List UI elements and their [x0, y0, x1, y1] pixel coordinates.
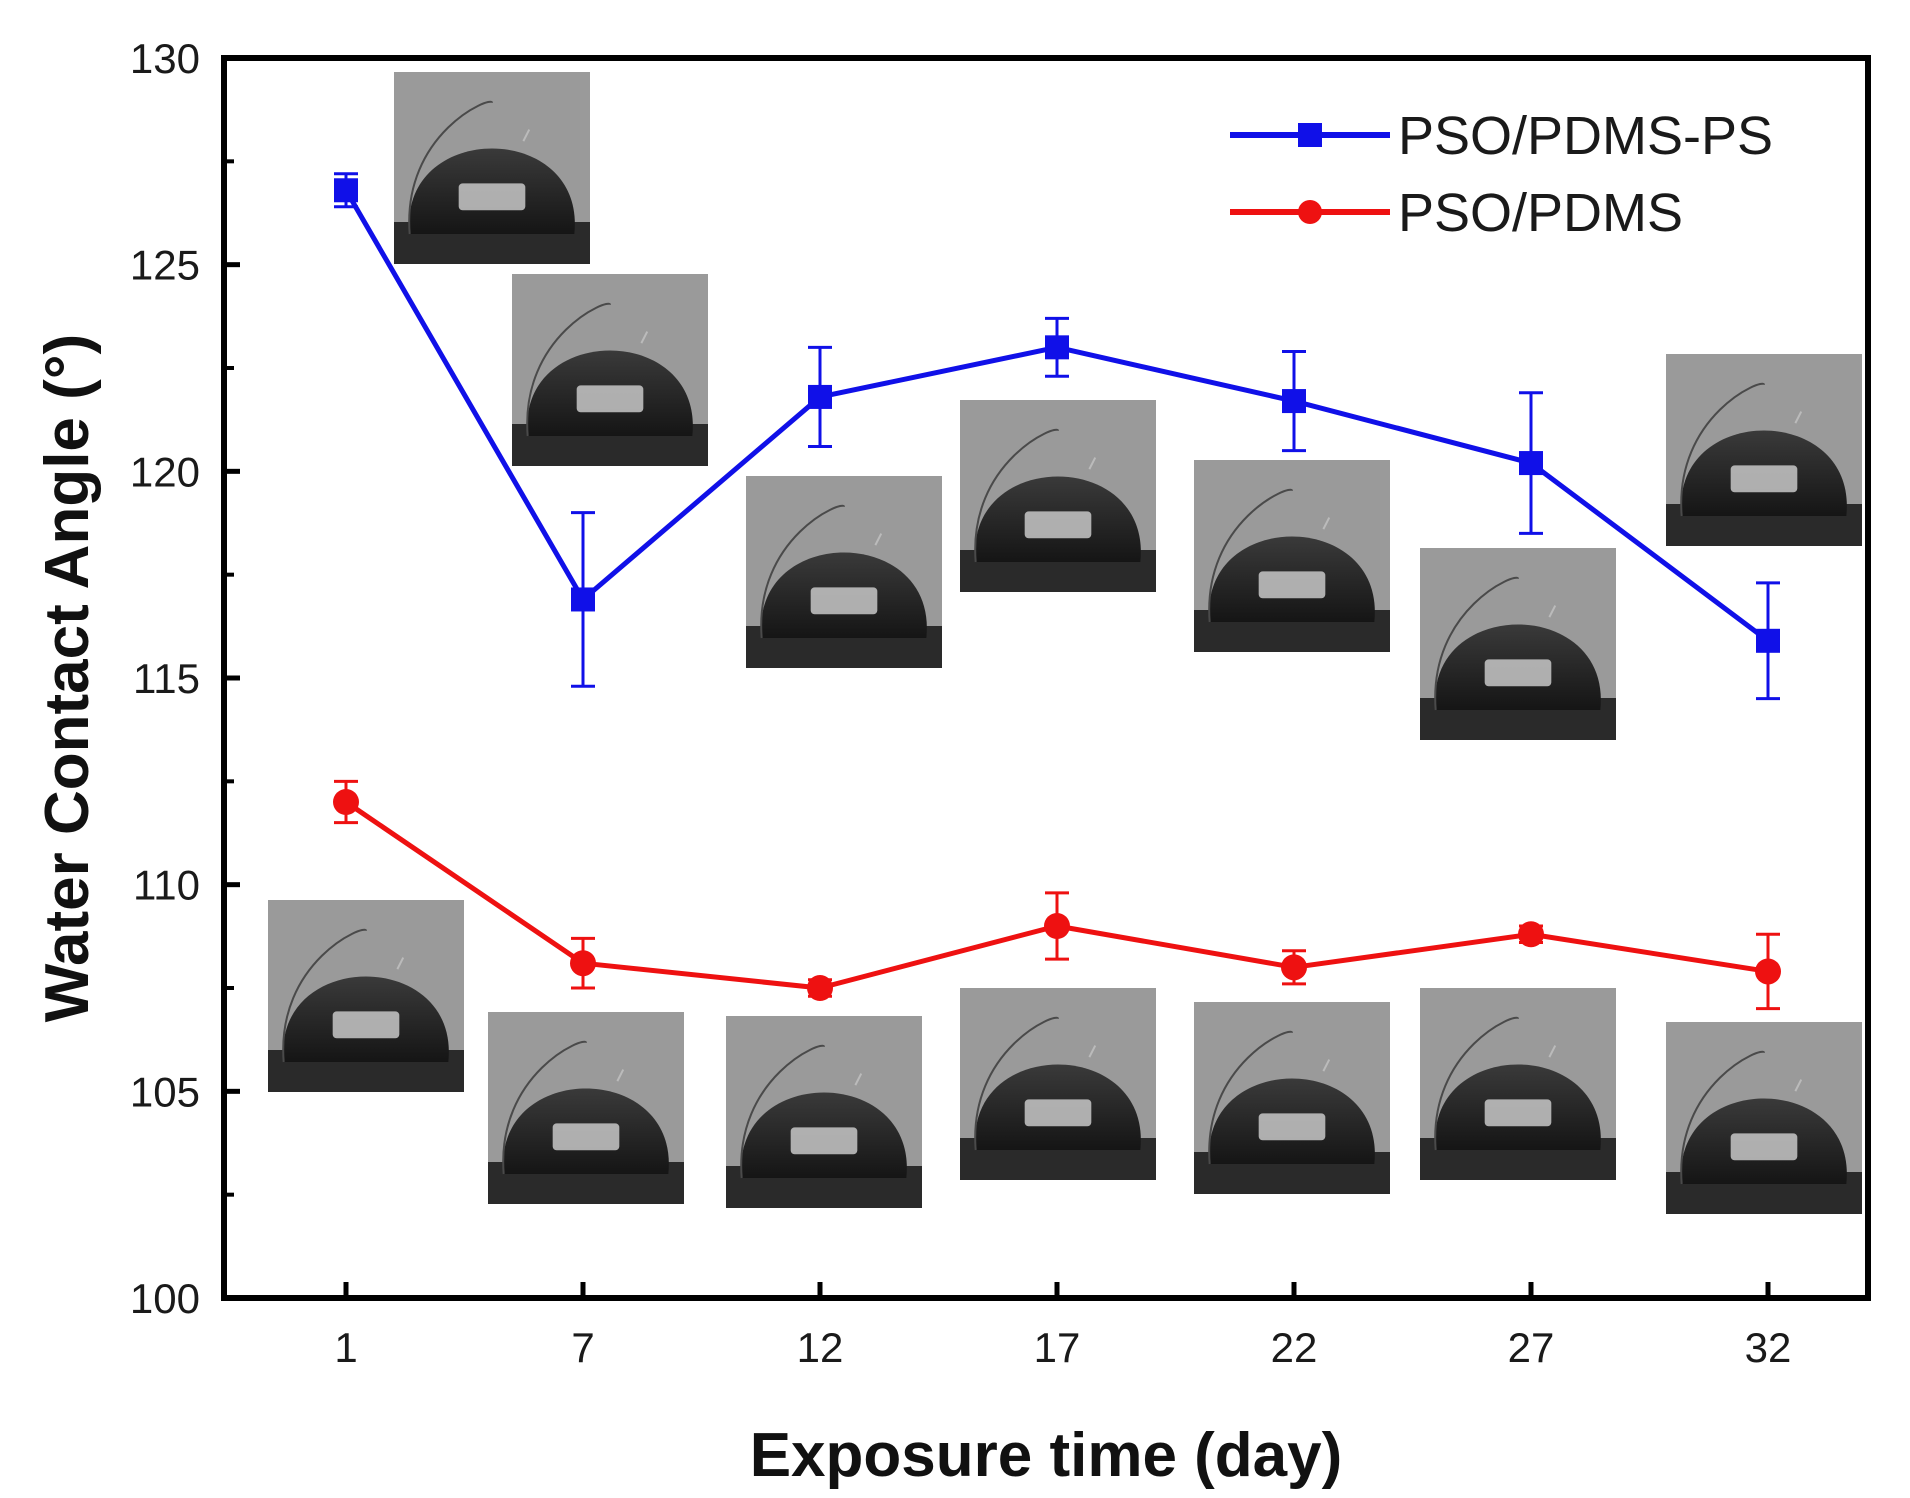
droplet-reflection: [874, 533, 883, 546]
data-point: [1519, 451, 1543, 476]
droplet-reflection: [1322, 517, 1331, 530]
droplet-highlight: [1730, 465, 1798, 493]
droplet-reflection: [854, 1073, 863, 1086]
droplet-highlight: [576, 385, 644, 413]
x-tick-label: 1: [334, 1324, 357, 1371]
droplet-photo: [1420, 548, 1616, 740]
y-tick-label: 130: [130, 35, 200, 82]
y-tick-label: 125: [130, 242, 200, 289]
data-point: [808, 384, 832, 409]
droplet-rim: [1208, 488, 1293, 623]
data-point: [571, 587, 595, 612]
legend: PSO/PDMS-PS PSO/PDMS: [1230, 106, 1773, 243]
droplet-photo: [1666, 1022, 1862, 1214]
droplet-photo: [1194, 460, 1390, 652]
data-point: [1518, 921, 1544, 948]
droplet-reflection: [640, 331, 649, 344]
legend-label-pso-pdms: PSO/PDMS: [1398, 183, 1683, 243]
data-point: [1282, 389, 1306, 414]
droplet-rim: [1680, 382, 1765, 517]
data-point: [807, 975, 833, 1001]
droplet-photo: [960, 400, 1156, 592]
droplet-highlight: [790, 1127, 858, 1155]
x-axis-title: Exposure time (day): [750, 1421, 1343, 1490]
droplet-reflection: [1548, 1045, 1557, 1058]
droplet-photo: [960, 988, 1156, 1180]
data-point: [1044, 913, 1070, 939]
series-pso-pdms: [333, 779, 1781, 1011]
droplet-rim: [1680, 1050, 1765, 1185]
x-axis: 1 7 12 17 22 27 32: [334, 1282, 1791, 1371]
droplet-rim: [760, 504, 845, 639]
y-tick-label: 100: [130, 1275, 200, 1322]
droplet-reflection: [616, 1069, 625, 1082]
data-point: [1756, 628, 1780, 653]
x-tick-label: 32: [1745, 1324, 1792, 1371]
droplet-rim: [282, 928, 367, 1063]
droplet-photo: [1194, 1002, 1390, 1194]
droplet-photo: [268, 900, 464, 1092]
droplet-reflection: [522, 129, 531, 142]
data-point: [1281, 954, 1307, 981]
data-point: [1755, 958, 1781, 985]
droplet-rim: [974, 428, 1059, 563]
droplet-highlight: [552, 1123, 620, 1151]
droplet-highlight: [1484, 1099, 1552, 1127]
data-point: [570, 950, 596, 977]
y-tick-label: 120: [130, 448, 200, 495]
series-layer: [333, 172, 1781, 1011]
x-tick-label: 12: [797, 1324, 844, 1371]
series-pso-pdms-ps: [334, 172, 1780, 701]
data-point: [1045, 335, 1069, 360]
droplet-highlight: [1024, 511, 1092, 539]
droplet-highlight: [1258, 1113, 1326, 1141]
droplet-photo: [746, 476, 942, 668]
y-tick-label: 110: [133, 862, 200, 909]
droplet-reflection: [396, 957, 405, 970]
droplet-reflection: [1794, 411, 1803, 424]
droplet-reflection: [1088, 457, 1097, 470]
droplet-highlight: [332, 1011, 400, 1039]
droplet-reflection: [1322, 1059, 1331, 1072]
x-tick-label: 27: [1508, 1324, 1555, 1371]
droplet-highlight: [1024, 1099, 1092, 1127]
x-tick-label: 17: [1034, 1324, 1081, 1371]
y-axis-title: Water Contact Angle (°): [33, 334, 102, 1022]
droplet-reflection: [1548, 605, 1557, 618]
y-tick-label: 105: [130, 1068, 200, 1115]
y-axis: 100 105 110 115 120 125 130: [130, 35, 240, 1322]
droplet-rim: [408, 100, 493, 235]
y-tick-label: 115: [133, 655, 200, 702]
droplet-highlight: [1730, 1133, 1798, 1161]
droplet-highlight: [1484, 659, 1552, 687]
droplet-photo: [488, 1012, 684, 1204]
x-tick-label: 7: [571, 1324, 594, 1371]
droplet-highlight: [1258, 571, 1326, 599]
legend-marker-square: [1298, 123, 1322, 147]
droplet-photo-insets: [268, 72, 1862, 1214]
data-point: [333, 789, 359, 815]
droplet-rim: [502, 1040, 587, 1175]
droplet-rim: [974, 1016, 1059, 1151]
droplet-rim: [1434, 1016, 1519, 1151]
droplet-photo: [512, 274, 708, 466]
droplet-rim: [1208, 1030, 1293, 1165]
legend-marker-circle: [1298, 200, 1322, 224]
droplet-photo: [1666, 354, 1862, 546]
droplet-rim: [1434, 576, 1519, 711]
droplet-photo: [726, 1016, 922, 1208]
droplet-photo: [394, 72, 590, 264]
droplet-rim: [526, 302, 611, 437]
droplet-reflection: [1088, 1045, 1097, 1058]
droplet-photo: [1420, 988, 1616, 1180]
droplet-rim: [740, 1044, 825, 1179]
droplet-highlight: [810, 587, 878, 615]
droplet-highlight: [458, 183, 526, 211]
x-tick-label: 22: [1271, 1324, 1318, 1371]
data-point: [334, 178, 358, 203]
droplet-reflection: [1794, 1079, 1803, 1092]
legend-label-pso-pdms-ps: PSO/PDMS-PS: [1398, 106, 1773, 166]
